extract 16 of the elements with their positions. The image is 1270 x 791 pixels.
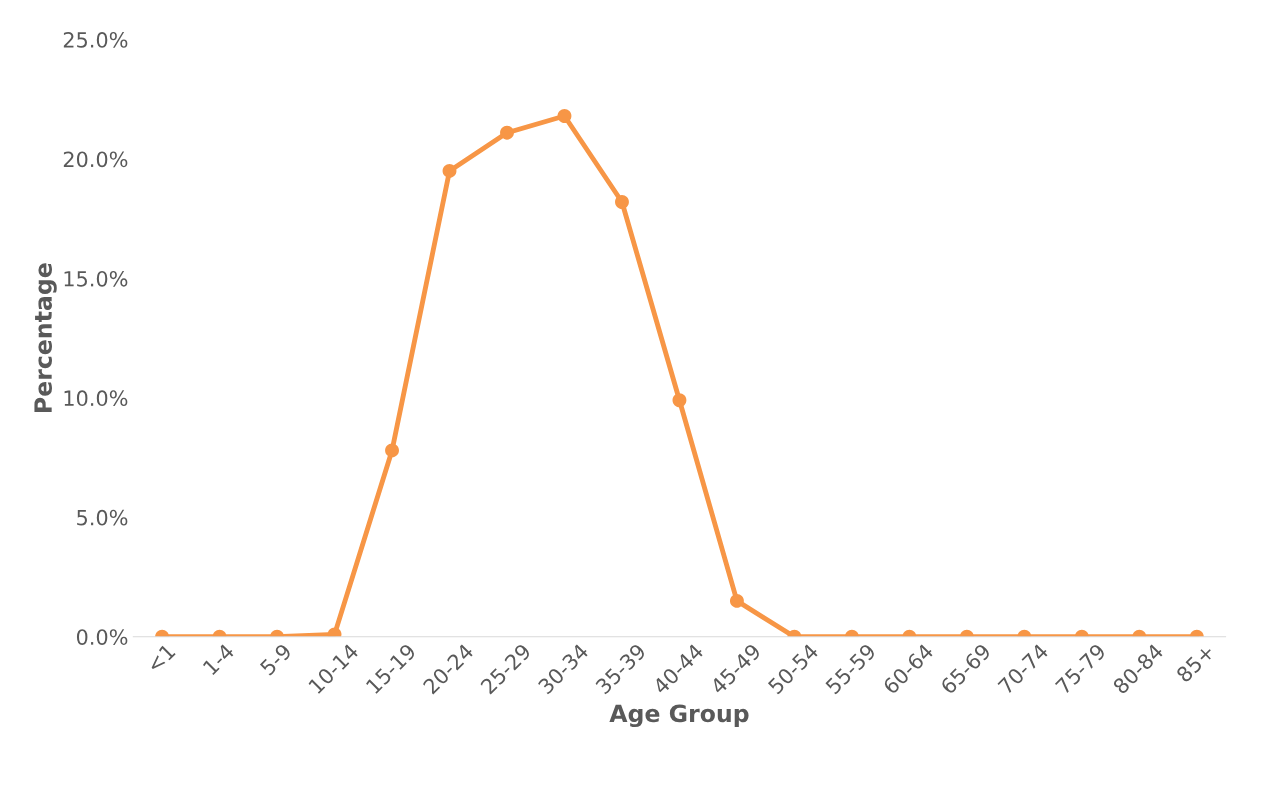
y-tick-label: 15.0%: [64, 270, 128, 287]
y-tick-label: 10.0%: [64, 390, 128, 407]
y-tick-label: 20.0%: [63, 151, 128, 168]
point: [500, 125, 514, 140]
x-tick-label: 5-9: [259, 642, 293, 676]
x-axis-title: Age Group: [609, 704, 749, 728]
y-tick-label: 0.0%: [76, 629, 128, 645]
y-tick-label: 5.0%: [77, 509, 128, 526]
point: [442, 163, 457, 178]
point: [557, 109, 572, 123]
x-tick-label: 1-4: [202, 642, 235, 676]
y-axis-title: Percentage: [34, 263, 57, 412]
y-tick-label: 25.0%: [63, 32, 128, 48]
x-tick-label: <1: [146, 643, 176, 673]
point: [615, 195, 629, 209]
x-tick-label: 85+: [1175, 643, 1216, 684]
